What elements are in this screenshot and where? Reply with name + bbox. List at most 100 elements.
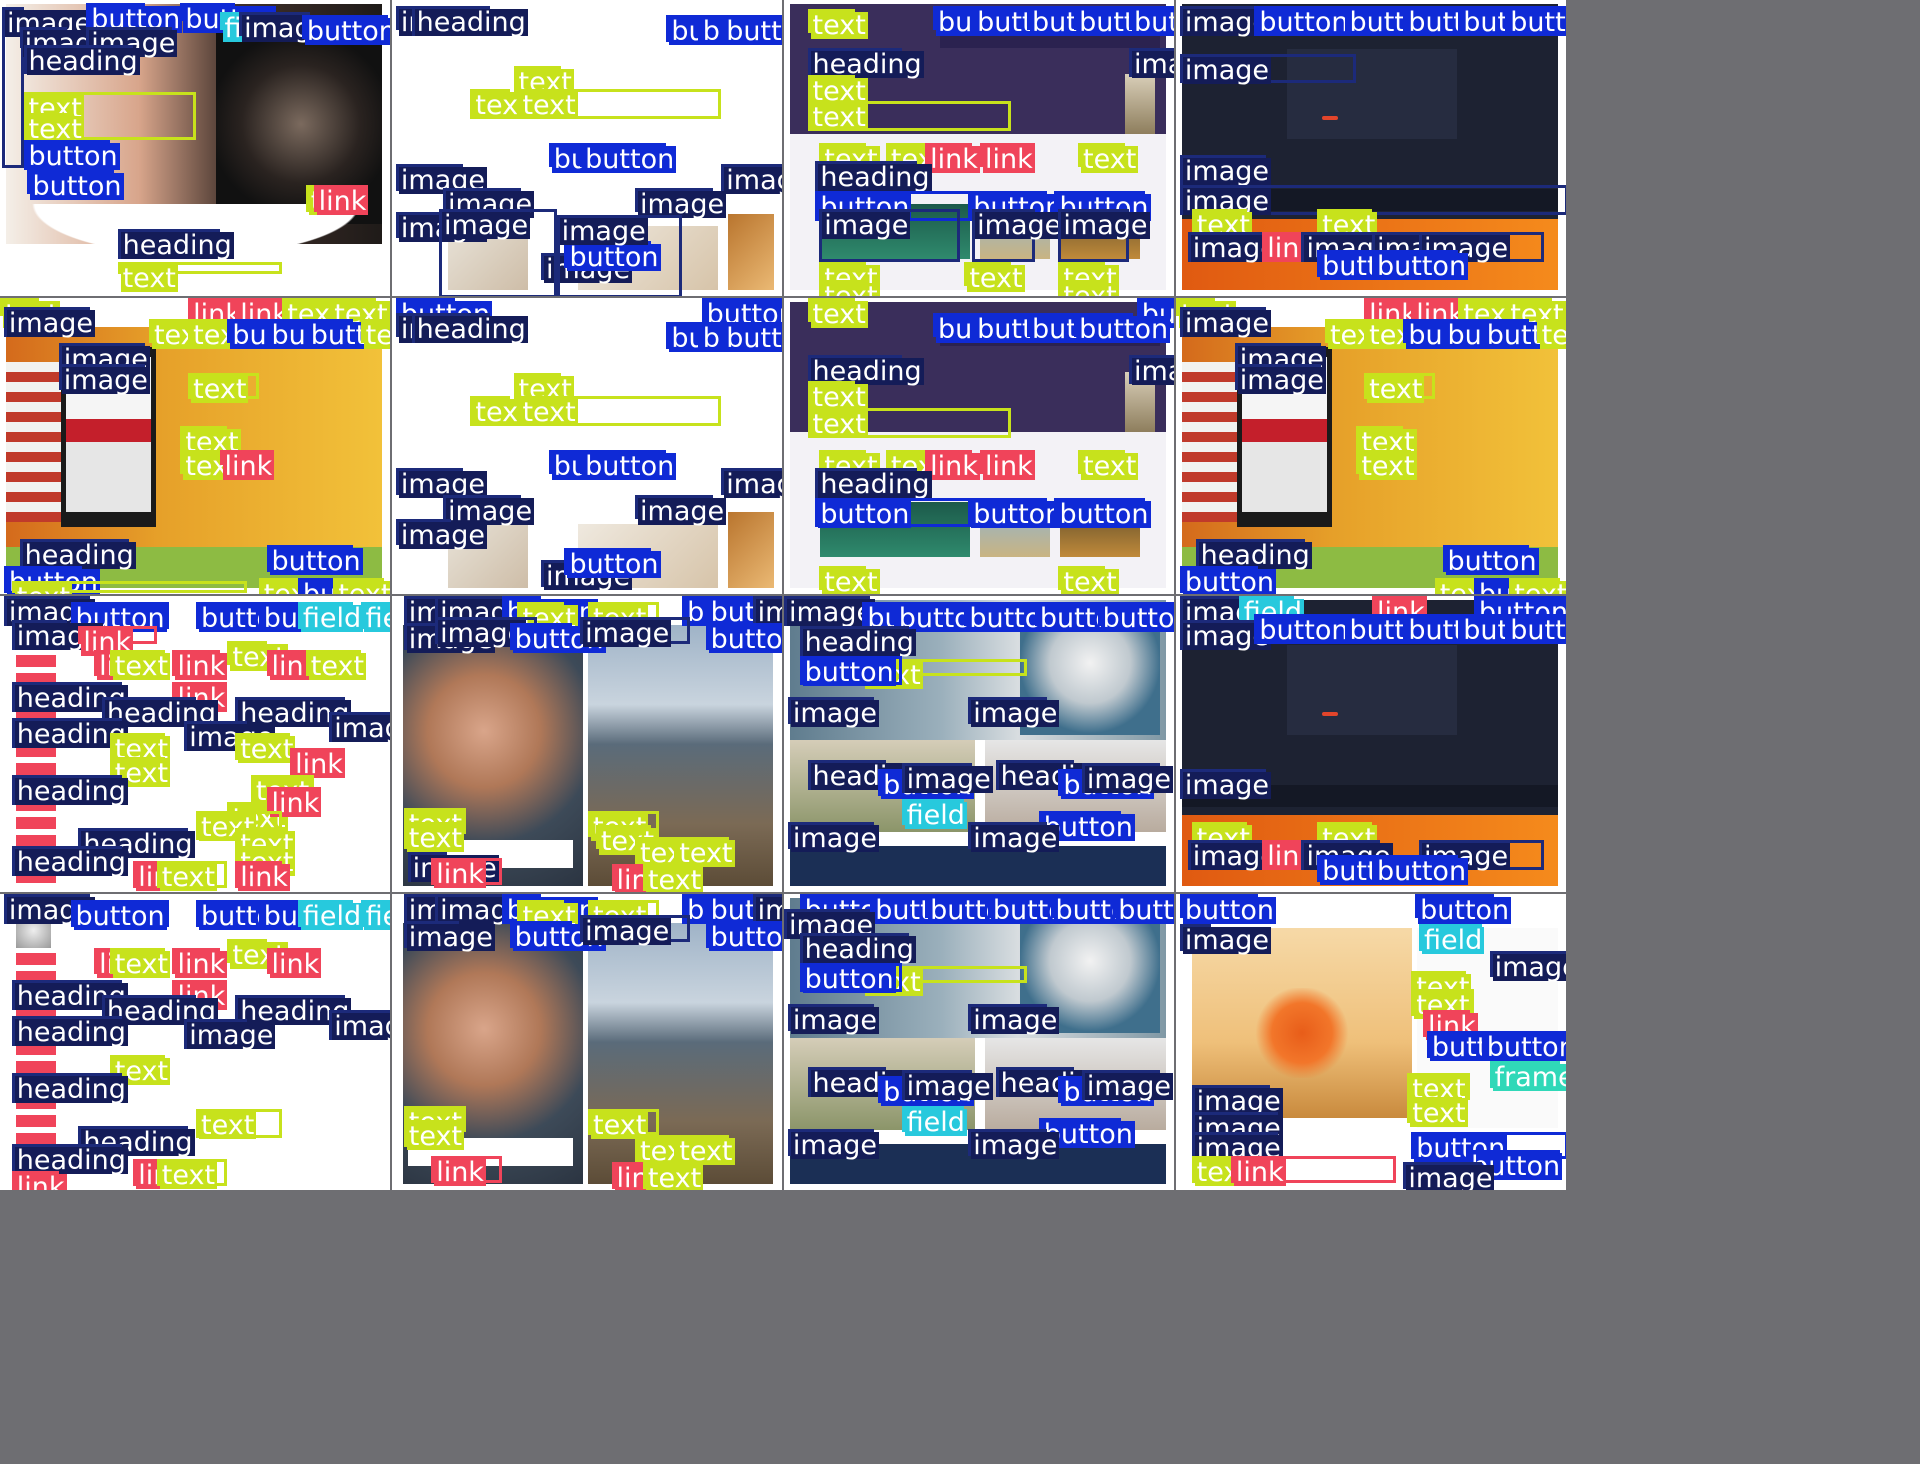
button-annotation[interactable]: button: [1415, 894, 1512, 924]
button-annotation[interactable]: button: [1097, 601, 1174, 632]
button-annotation[interactable]: button: [701, 298, 782, 328]
link-annotation[interactable]: link: [980, 449, 1035, 480]
button-annotation[interactable]: button: [987, 894, 1084, 924]
button-annotation[interactable]: button: [870, 894, 967, 924]
button-annotation[interactable]: button: [1054, 497, 1151, 528]
button-annotation[interactable]: button: [968, 497, 1065, 528]
button-annotation[interactable]: button: [1505, 5, 1566, 36]
field-annotation[interactable]: field: [297, 601, 364, 632]
button-annotation[interactable]: button: [509, 920, 606, 951]
text-annotation: text: [470, 89, 531, 120]
button-annotation[interactable]: button: [1403, 5, 1500, 36]
button-annotation[interactable]: button: [1179, 566, 1276, 594]
button-annotation[interactable]: button: [705, 920, 782, 951]
image-annotation: image: [1489, 950, 1566, 981]
button-label: button: [1508, 616, 1566, 644]
field-annotation[interactable]: field: [1419, 923, 1485, 954]
button-annotation[interactable]: button: [1254, 5, 1353, 36]
field-annotation[interactable]: field: [297, 899, 364, 930]
button-annotation[interactable]: button: [23, 140, 120, 171]
button-annotation[interactable]: button: [509, 622, 606, 653]
link-annotation[interactable]: link: [266, 786, 322, 817]
field-annotation[interactable]: field: [360, 601, 390, 632]
heading-label: heading: [81, 829, 195, 861]
link-annotation[interactable]: link: [431, 1156, 502, 1187]
heading-annotation: heading: [807, 1066, 924, 1097]
button-annotation[interactable]: button: [1074, 312, 1171, 343]
button-annotation[interactable]: button: [1038, 1117, 1135, 1148]
link-annotation[interactable]: link: [11, 1171, 67, 1190]
image-annotation: image: [58, 363, 150, 394]
button-annotation[interactable]: button: [972, 312, 1069, 343]
button-annotation[interactable]: button: [27, 169, 124, 200]
button-annotation[interactable]: button: [1074, 5, 1171, 36]
button-annotation[interactable]: button: [1426, 1031, 1523, 1062]
text-label: text: [238, 734, 296, 766]
text-annotation: text: [642, 864, 704, 892]
button-annotation[interactable]: button: [1403, 613, 1500, 644]
button-annotation[interactable]: button: [301, 14, 390, 45]
link-annotation[interactable]: link: [266, 947, 322, 978]
food-3: [728, 512, 774, 588]
button-annotation[interactable]: button: [266, 545, 363, 576]
button-annotation[interactable]: button: [893, 601, 990, 632]
button-annotation[interactable]: button: [1505, 613, 1566, 644]
field-annotation[interactable]: field: [901, 798, 967, 829]
button-annotation[interactable]: button: [925, 894, 1022, 924]
button-annotation[interactable]: button: [666, 321, 763, 352]
free-trial-button[interactable]: [1322, 116, 1338, 120]
link-label: link: [434, 859, 486, 891]
button-annotation[interactable]: button: [1254, 613, 1353, 644]
button-annotation[interactable]: button: [1481, 318, 1566, 349]
image-annotation: image: [395, 518, 488, 549]
button-annotation[interactable]: button: [564, 548, 661, 579]
button-annotation[interactable]: button: [580, 143, 677, 174]
button-annotation[interactable]: button: [1442, 545, 1539, 576]
button-annotation[interactable]: button: [86, 2, 183, 33]
button-label: button: [1418, 895, 1512, 926]
field-annotation[interactable]: field: [360, 899, 390, 930]
link-annotation[interactable]: link: [431, 858, 502, 891]
link-annotation[interactable]: link: [925, 143, 980, 174]
link-annotation[interactable]: link: [925, 449, 980, 480]
button-annotation[interactable]: button: [1344, 613, 1441, 644]
button-annotation[interactable]: button: [705, 622, 782, 653]
field-annotation[interactable]: field: [901, 1105, 967, 1136]
image-annotation: image: [1179, 5, 1272, 36]
link-annotation[interactable]: link: [235, 861, 290, 892]
button-annotation[interactable]: button: [1481, 1031, 1566, 1062]
button-annotation[interactable]: button: [799, 655, 902, 686]
button-annotation[interactable]: button: [1372, 250, 1469, 281]
button-annotation[interactable]: button: [70, 899, 169, 930]
button-annotation[interactable]: button: [721, 321, 782, 352]
button-annotation[interactable]: button: [666, 14, 763, 45]
free-trial-button[interactable]: [1322, 712, 1338, 716]
link-annotation[interactable]: link: [313, 184, 369, 215]
button-annotation[interactable]: button: [964, 601, 1061, 632]
button-annotation[interactable]: button: [799, 962, 902, 993]
button-annotation[interactable]: button: [721, 14, 782, 45]
text-label: text: [810, 382, 868, 414]
button-annotation[interactable]: button: [580, 449, 677, 480]
button-annotation[interactable]: button: [815, 497, 973, 528]
text-annotation: text: [1356, 426, 1417, 457]
button-annotation[interactable]: button: [1050, 894, 1147, 924]
link-annotation[interactable]: link: [78, 625, 157, 656]
button-annotation[interactable]: button: [1128, 5, 1174, 36]
link-annotation[interactable]: link: [172, 947, 228, 978]
button-annotation[interactable]: button: [1113, 894, 1174, 924]
link-annotation[interactable]: link: [980, 143, 1035, 174]
button-annotation[interactable]: button: [972, 5, 1069, 36]
link-annotation[interactable]: link: [290, 747, 345, 778]
image-annotation: image: [1179, 923, 1272, 954]
button-annotation[interactable]: button: [1372, 855, 1469, 886]
button-annotation[interactable]: button: [1344, 5, 1441, 36]
button-label: button: [1375, 856, 1469, 888]
button-annotation[interactable]: button: [305, 318, 390, 349]
link-annotation[interactable]: link: [1230, 1156, 1396, 1187]
link-annotation[interactable]: link: [219, 449, 275, 480]
button-annotation[interactable]: button: [564, 241, 661, 272]
button-annotation[interactable]: button: [1034, 601, 1131, 632]
button-annotation[interactable]: button: [1179, 894, 1276, 924]
link-annotation[interactable]: link: [172, 649, 228, 680]
